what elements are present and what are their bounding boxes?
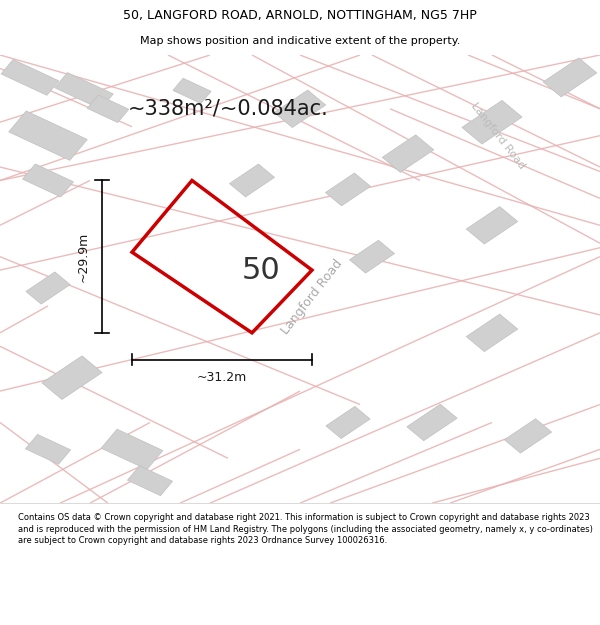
Polygon shape — [101, 429, 163, 469]
Text: Langford Road: Langford Road — [279, 257, 345, 337]
Text: Contains OS data © Crown copyright and database right 2021. This information is : Contains OS data © Crown copyright and d… — [18, 513, 593, 546]
Polygon shape — [466, 206, 518, 244]
Text: 50, LANGFORD ROAD, ARNOLD, NOTTINGHAM, NG5 7HP: 50, LANGFORD ROAD, ARNOLD, NOTTINGHAM, N… — [123, 9, 477, 22]
Polygon shape — [23, 164, 73, 197]
Polygon shape — [25, 434, 71, 464]
Polygon shape — [407, 404, 457, 441]
Text: Map shows position and indicative extent of the property.: Map shows position and indicative extent… — [140, 36, 460, 46]
Polygon shape — [274, 90, 326, 128]
Text: ~29.9m: ~29.9m — [76, 231, 89, 282]
Text: ~338m²/~0.084ac.: ~338m²/~0.084ac. — [128, 99, 328, 119]
Polygon shape — [173, 78, 211, 104]
Polygon shape — [55, 72, 113, 109]
Polygon shape — [349, 240, 395, 273]
Polygon shape — [42, 356, 102, 399]
Polygon shape — [26, 272, 70, 304]
Polygon shape — [466, 314, 518, 352]
Polygon shape — [127, 466, 173, 496]
Polygon shape — [505, 419, 551, 453]
Polygon shape — [462, 101, 522, 144]
Polygon shape — [543, 58, 597, 97]
Polygon shape — [1, 59, 59, 96]
Polygon shape — [229, 164, 275, 197]
Polygon shape — [326, 406, 370, 439]
Polygon shape — [87, 95, 129, 122]
Text: Langford Road: Langford Road — [469, 101, 527, 171]
Polygon shape — [9, 111, 87, 161]
Text: 50: 50 — [242, 256, 280, 284]
Polygon shape — [382, 135, 434, 172]
Polygon shape — [325, 173, 371, 206]
Text: ~31.2m: ~31.2m — [197, 371, 247, 384]
